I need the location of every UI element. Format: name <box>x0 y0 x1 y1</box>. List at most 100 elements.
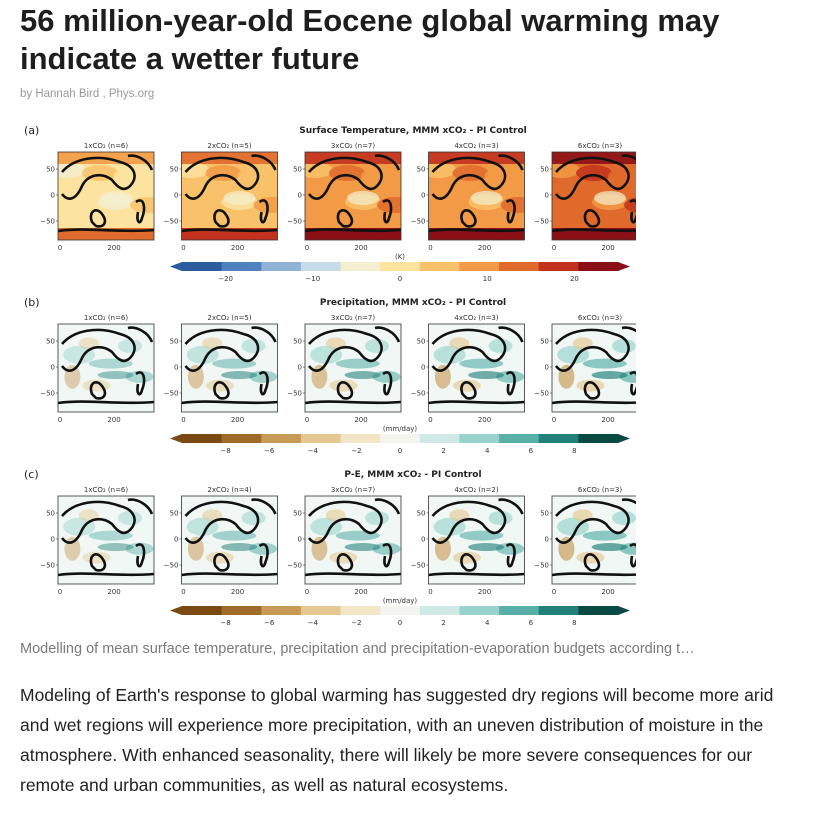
lat-tick-label: 50 <box>417 166 426 174</box>
lat-tick-label: −50 <box>40 218 55 226</box>
colorbar-tick-label: 2 <box>441 447 445 455</box>
lat-tick-label: 0 <box>421 536 425 544</box>
lat-tick-label: 50 <box>293 338 302 346</box>
lat-tick-label: −50 <box>40 562 55 570</box>
lon-tick-label: 0 <box>428 588 432 596</box>
colorbar-tick-label: −2 <box>351 447 361 455</box>
map-label: 4xCO₂ (n=3) <box>454 314 499 322</box>
climate-map: 4xCO₂ (n=3) 50 0 −50 0 200 <box>411 142 525 252</box>
colorbar-tick-label: 6 <box>529 447 534 455</box>
lat-tick-label: 50 <box>417 510 426 518</box>
lat-tick-label: 0 <box>421 192 425 200</box>
climate-map: 3xCO₂ (n=7) 50 0 −50 0 200 <box>287 142 402 252</box>
colorbar-units: (K) <box>395 253 405 261</box>
lon-tick-label: 200 <box>601 588 614 596</box>
map-label: 4xCO₂ (n=2) <box>454 486 499 494</box>
map-label: 1xCO₂ (n=6) <box>84 142 129 150</box>
colorbar-tick-label: 4 <box>485 447 490 455</box>
map-label: 1xCO₂ (n=6) <box>84 486 129 494</box>
climate-map: 2xCO₂ (n=5) 50 0 −50 0 200 <box>164 314 278 424</box>
map-label: 6xCO₂ (n=3) <box>578 486 623 494</box>
climate-map: 4xCO₂ (n=3) 50 0 −50 0 200 <box>411 314 525 424</box>
map-label: 1xCO₂ (n=6) <box>84 314 129 322</box>
lon-tick-label: 0 <box>181 416 185 424</box>
lon-tick-label: 0 <box>58 244 62 252</box>
colorbar-tick-label: 10 <box>483 275 492 283</box>
lon-tick-label: 0 <box>552 244 556 252</box>
colorbar: −8 −6 −4 −2 0 2 4 6 8 (mm/day) <box>170 597 630 627</box>
colorbar-tick-label: −8 <box>220 447 230 455</box>
map-label: 2xCO₂ (n=5) <box>207 142 252 150</box>
colorbar-tick-label: −10 <box>305 275 320 283</box>
climate-map: 1xCO₂ (n=6) 50 0 −50 0 200 <box>40 142 155 252</box>
lon-tick-label: 200 <box>354 416 367 424</box>
colorbar-units: (mm/day) <box>383 597 418 605</box>
lat-tick-label: −50 <box>411 562 426 570</box>
map-label: 4xCO₂ (n=3) <box>454 142 499 150</box>
lat-tick-label: −50 <box>534 390 549 398</box>
article-figure[interactable]: (a) Surface Temperature, MMM xCO₂ - PI Co… <box>20 118 636 628</box>
panel-title: P-E, MMM xCO₂ - PI Control <box>344 470 481 480</box>
map-label: 3xCO₂ (n=7) <box>331 314 376 322</box>
lat-tick-label: 50 <box>46 338 55 346</box>
article-body: Modeling of Earth's response to global w… <box>20 685 774 795</box>
article-byline[interactable]: by Hannah Bird , Phys.org <box>20 88 155 100</box>
lon-tick-label: 200 <box>231 244 244 252</box>
lat-tick-label: −50 <box>164 562 179 570</box>
colorbar-tick-label: 8 <box>572 619 576 627</box>
map-label: 3xCO₂ (n=7) <box>331 142 376 150</box>
colorbar-tick-label: 4 <box>485 619 490 627</box>
lat-tick-label: 50 <box>46 510 55 518</box>
map-label: 6xCO₂ (n=3) <box>578 314 623 322</box>
colorbar-tick-label: 8 <box>572 447 576 455</box>
colorbar-tick-label: 6 <box>529 619 534 627</box>
colorbar-tick-label: −4 <box>308 619 319 627</box>
figure-panel-3: (c) P-E, MMM xCO₂ - PI Control 1xCO₂ (n=6)… <box>24 468 636 627</box>
lat-tick-label: 50 <box>170 166 179 174</box>
figure-graphic: (a) Surface Temperature, MMM xCO₂ - PI Co… <box>24 124 636 627</box>
lon-tick-label: 200 <box>231 416 244 424</box>
lat-tick-label: 0 <box>51 192 55 200</box>
climate-map: 2xCO₂ (n=5) 50 0 −50 0 200 <box>164 142 278 252</box>
lon-tick-label: 200 <box>601 416 614 424</box>
lat-tick-label: 50 <box>540 510 549 518</box>
lon-tick-label: 200 <box>478 416 491 424</box>
map-label: 2xCO₂ (n=4) <box>207 486 252 494</box>
figure-caption[interactable]: Modelling of mean surface temperature, p… <box>20 641 695 657</box>
lat-tick-label: 0 <box>545 364 549 372</box>
colorbar-tick-label: −6 <box>264 619 275 627</box>
lat-tick-label: 0 <box>298 536 302 544</box>
lon-tick-label: 200 <box>107 588 120 596</box>
lat-tick-label: −50 <box>287 562 302 570</box>
climate-map: 3xCO₂ (n=7) 50 0 −50 0 200 <box>287 486 402 596</box>
lat-tick-label: −50 <box>411 218 426 226</box>
climate-map: 6xCO₂ (n=3) 50 0 −50 0 200 <box>534 486 636 596</box>
lat-tick-label: 50 <box>417 338 426 346</box>
lat-tick-label: 0 <box>298 192 302 200</box>
lon-tick-label: 0 <box>181 588 185 596</box>
lat-tick-label: 50 <box>293 166 302 174</box>
lat-tick-label: 0 <box>51 364 55 372</box>
climate-map: 1xCO₂ (n=6) 50 0 −50 0 200 <box>40 314 155 424</box>
map-label: 2xCO₂ (n=5) <box>207 314 252 322</box>
lat-tick-label: −50 <box>164 390 179 398</box>
lon-tick-label: 200 <box>478 588 491 596</box>
climate-map: 2xCO₂ (n=4) 50 0 −50 0 200 <box>164 486 278 596</box>
colorbar-tick-label: −2 <box>351 619 361 627</box>
lon-tick-label: 200 <box>601 244 614 252</box>
colorbar-tick-label: 0 <box>398 275 402 283</box>
lon-tick-label: 0 <box>428 416 432 424</box>
lat-tick-label: 50 <box>170 338 179 346</box>
lat-tick-label: 50 <box>540 338 549 346</box>
lat-tick-label: 0 <box>545 192 549 200</box>
lat-tick-label: 0 <box>51 536 55 544</box>
lon-tick-label: 0 <box>552 588 556 596</box>
lat-tick-label: −50 <box>164 218 179 226</box>
map-label: 6xCO₂ (n=3) <box>578 142 623 150</box>
lon-tick-label: 0 <box>181 244 185 252</box>
lon-tick-label: 0 <box>58 416 62 424</box>
panel-letter: (b) <box>24 296 40 309</box>
lat-tick-label: 0 <box>174 536 178 544</box>
lat-tick-label: 0 <box>174 364 178 372</box>
climate-map: 3xCO₂ (n=7) 50 0 −50 0 200 <box>287 314 402 424</box>
